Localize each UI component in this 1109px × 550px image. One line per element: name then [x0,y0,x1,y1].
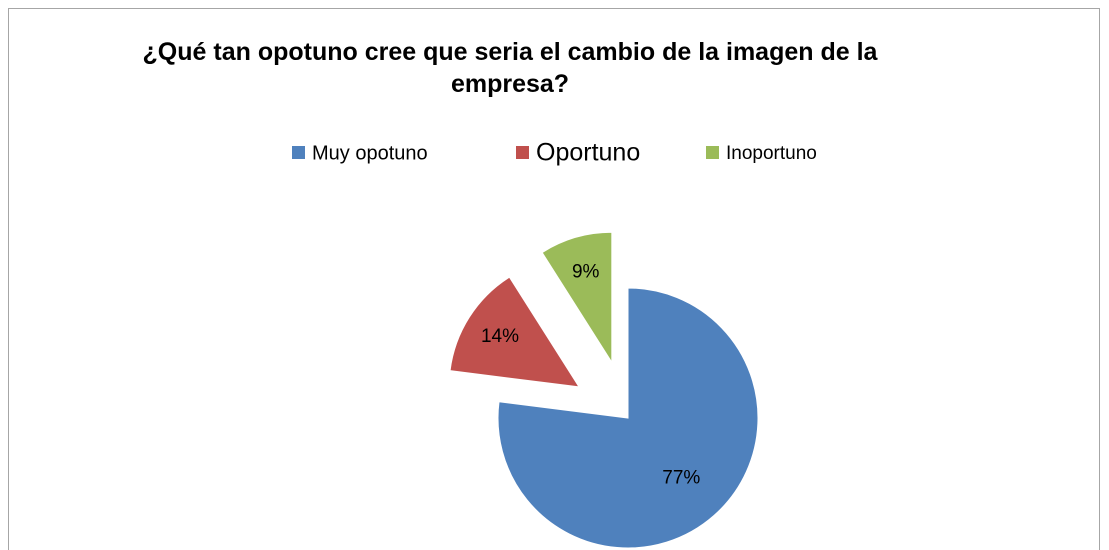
legend-label: Oportuno [536,139,640,167]
chart-title: ¿Qué tan opotuno cree que seria el cambi… [142,38,878,98]
chart-frame [8,8,1100,550]
pie-slice [541,231,613,365]
legend-swatch [706,146,719,159]
pie-slice [497,287,759,549]
legend-swatch [516,146,529,159]
pie-slice [449,276,581,388]
data-label: 77% [662,467,700,488]
legend-swatch [292,146,305,159]
data-label: 14% [481,326,519,347]
legend-label: Inoportuno [726,143,817,164]
legend-label: Muy opotuno [312,142,428,164]
data-label: 9% [572,261,600,282]
